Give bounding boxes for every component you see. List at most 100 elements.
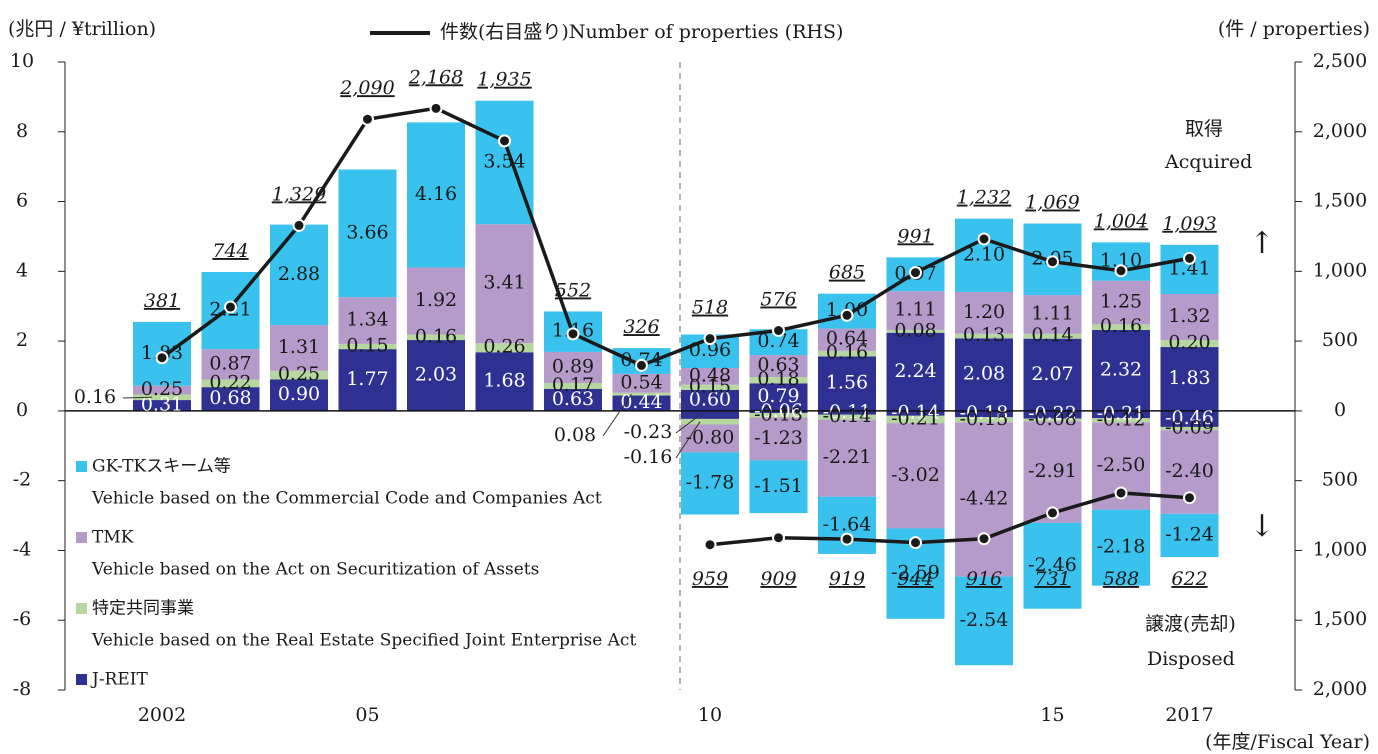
y2-tick-label: 0 — [1334, 399, 1346, 421]
bar-segment — [955, 218, 1013, 292]
bar-label: -0.21 — [1097, 403, 1146, 425]
bar-segment — [270, 325, 328, 371]
point-label: 1,329 — [272, 183, 326, 205]
bar-label: 0.16 — [1100, 315, 1142, 337]
line-point — [498, 134, 511, 148]
x-tick-label: 2002 — [138, 704, 186, 726]
bar-segment — [749, 410, 808, 413]
line-point — [1046, 506, 1059, 520]
bar-label: -0.16 — [624, 446, 673, 468]
bar-label: 1.41 — [1168, 257, 1210, 279]
bar-segment — [133, 400, 191, 411]
bar-label: 0.89 — [552, 355, 594, 377]
bar-segment — [1160, 340, 1219, 348]
bar-segment — [681, 424, 739, 453]
bar-label: -1.23 — [754, 427, 803, 449]
y-axis-label: (兆円 / ¥trillion) — [8, 18, 156, 40]
bar-label: -2.40 — [1165, 460, 1214, 482]
bar-label: 0.74 — [757, 330, 799, 352]
bar-segment — [886, 291, 945, 330]
line-point — [772, 531, 785, 545]
bar-segment — [749, 377, 808, 384]
line-point — [429, 101, 443, 115]
point-label: 731 — [1034, 568, 1070, 590]
point-label: 916 — [966, 568, 1002, 590]
bar-segment — [475, 224, 534, 344]
bar-segment — [1092, 410, 1150, 419]
bar-label: 0.18 — [757, 368, 799, 390]
bar-segment — [407, 267, 465, 335]
bar-label: -0.21 — [891, 407, 940, 429]
bar-segment — [1023, 333, 1082, 339]
bar-segment — [407, 334, 465, 341]
bar-label: -1.24 — [1165, 523, 1214, 545]
x-tick-label: 05 — [355, 704, 379, 726]
bar-segment — [544, 382, 602, 389]
y2-tick-label: 2,000 — [1313, 678, 1367, 700]
point-label: 944 — [897, 568, 933, 590]
y2-tick-label: 2,000 — [1313, 120, 1367, 142]
bar-label: -2.91 — [1028, 460, 1077, 482]
bar-segment — [338, 343, 397, 350]
bar-segment — [133, 394, 191, 401]
y2-tick-label: 1,500 — [1313, 190, 1367, 212]
line-point — [566, 327, 580, 341]
point-label: 991 — [897, 225, 933, 247]
legend-description: Vehicle based on the Real Estate Specifi… — [91, 631, 636, 651]
bar-label: 0.26 — [483, 336, 525, 358]
annotation: ↓ — [1249, 509, 1274, 544]
bar-label: 0.48 — [689, 364, 731, 386]
line-point — [1114, 264, 1128, 278]
bar-label: 1.56 — [826, 372, 868, 394]
bar-label: -2.46 — [1028, 554, 1077, 576]
point-label: 909 — [760, 568, 796, 590]
bar-segment — [681, 367, 739, 385]
y-tick-label: 10 — [10, 50, 34, 72]
line — [709, 491, 1190, 547]
y-tick-label: 8 — [16, 120, 28, 142]
bar-segment — [338, 169, 397, 298]
bar-segment — [681, 389, 739, 411]
bar-label: 0.96 — [689, 339, 731, 361]
line-point — [1183, 491, 1196, 505]
point-label: 518 — [692, 297, 728, 319]
y2-tick-label: 500 — [1322, 469, 1358, 491]
line-point — [840, 532, 854, 546]
point-label: 1,069 — [1025, 192, 1079, 214]
legend-label: J-REIT — [90, 670, 148, 690]
bar-segment — [955, 576, 1013, 666]
bar-label: 0.13 — [963, 324, 1005, 346]
bar-label: 0.15 — [346, 335, 388, 357]
bar-label: -0.12 — [1097, 408, 1146, 430]
bar-segment — [1092, 509, 1150, 586]
bar-segment — [749, 355, 808, 378]
bar-label: -3.02 — [891, 464, 940, 486]
bar-label: -1.51 — [754, 475, 803, 497]
bar-segment — [1023, 338, 1082, 411]
bar-label: 0.63 — [552, 388, 594, 410]
bar-label: 1.83 — [1168, 367, 1210, 389]
bar-label: 0.25 — [278, 363, 320, 385]
bar-segment — [886, 332, 945, 411]
bar-label: 0.68 — [209, 387, 251, 409]
bar-segment — [1023, 522, 1082, 609]
bar-segment — [407, 340, 465, 411]
bar-segment — [1092, 329, 1150, 411]
bar-label: 0.54 — [620, 371, 662, 393]
bar-segment — [201, 379, 260, 388]
bar-segment — [681, 384, 739, 390]
annotation: Acquired — [1164, 151, 1252, 173]
y2-tick-label: 2,500 — [1313, 50, 1367, 72]
bar-label: 3.66 — [346, 221, 388, 243]
bar-segment — [1160, 410, 1219, 427]
bar-segment — [1160, 513, 1219, 558]
y-tick-label: -4 — [13, 538, 32, 560]
bar-label: 0.31 — [141, 393, 183, 415]
bar-label: 0.64 — [826, 328, 868, 350]
legend-swatch — [76, 674, 87, 685]
y-tick-label: -8 — [13, 678, 32, 700]
line-point — [224, 300, 237, 314]
bar-segment — [475, 343, 534, 353]
annotation: Disposed — [1147, 648, 1235, 670]
annotation: 譲渡(売却) — [1145, 613, 1236, 635]
